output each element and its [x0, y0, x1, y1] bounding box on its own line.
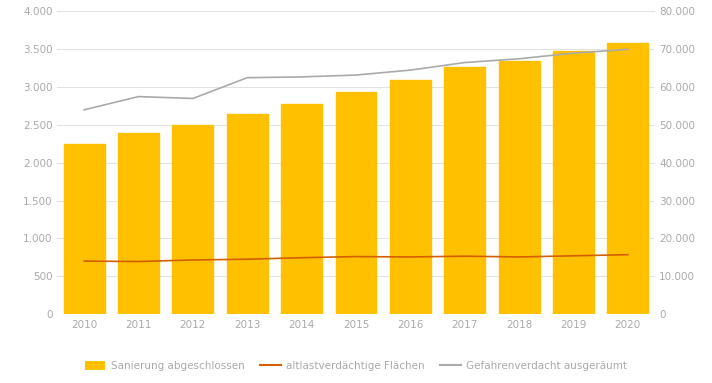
- Bar: [227, 115, 268, 314]
- Bar: [553, 51, 594, 314]
- Bar: [390, 80, 431, 314]
- Bar: [498, 61, 540, 314]
- Bar: [64, 144, 105, 314]
- Legend: Sanierung abgeschlossen, altlastverdächtige Flächen, Gefahrenverdacht ausgeräumt: Sanierung abgeschlossen, altlastverdächt…: [80, 357, 632, 375]
- Bar: [281, 104, 322, 314]
- Bar: [172, 125, 214, 314]
- Bar: [444, 67, 485, 314]
- Bar: [118, 133, 159, 314]
- Bar: [335, 92, 377, 314]
- Bar: [607, 43, 648, 314]
